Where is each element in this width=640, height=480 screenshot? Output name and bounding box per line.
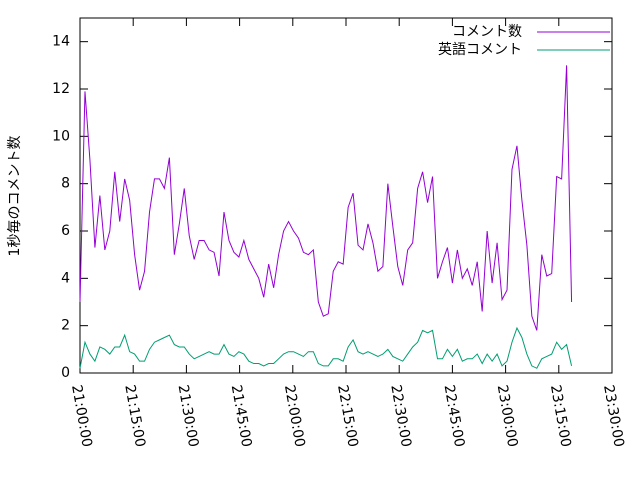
plot-border (79, 17, 613, 374)
x-tick-label: 22:00:00 (281, 384, 308, 449)
x-tick-label: 21:15:00 (121, 384, 148, 449)
x-tick-label: 22:45:00 (441, 384, 468, 449)
y-tick-label: 0 (61, 365, 70, 381)
data-line (79, 65, 573, 331)
y-tick-label: 10 (52, 128, 70, 144)
y-tick-label: 2 (61, 318, 70, 334)
data-line (79, 326, 573, 369)
x-tick-label: 21:30:00 (175, 384, 202, 449)
x-tick-label: 22:30:00 (387, 384, 414, 449)
x-tick-label: 21:45:00 (228, 384, 255, 449)
x-tick-label: 23:00:00 (494, 384, 521, 449)
x-tick-label: 23:15:00 (547, 384, 574, 449)
y-axis-label: 1秒毎のコメント数 (7, 136, 23, 257)
legend-label: 英語コメント (438, 41, 522, 58)
y-tick-label: 6 (61, 223, 70, 239)
y-tick-label: 12 (52, 81, 70, 97)
x-tick-label: 21:00:00 (68, 384, 95, 449)
y-tick-label: 14 (52, 34, 70, 50)
y-tick-label: 8 (61, 176, 70, 192)
x-tick-label: 23:30:00 (600, 384, 627, 449)
y-tick-label: 4 (61, 270, 70, 286)
x-tick-label: 22:15:00 (334, 384, 361, 449)
legend-label: コメント数 (452, 24, 522, 40)
